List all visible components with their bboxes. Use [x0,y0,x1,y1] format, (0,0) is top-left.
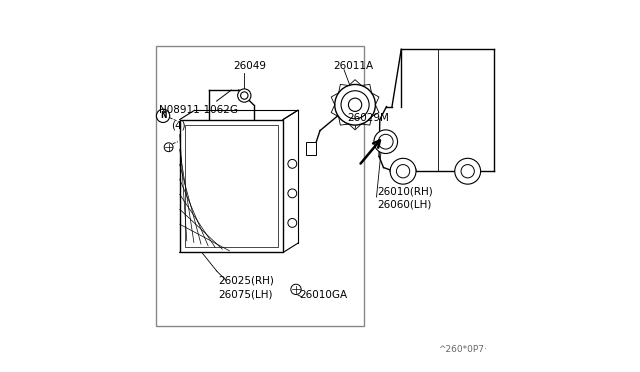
Text: 26029M: 26029M [348,113,390,123]
Circle shape [461,164,474,178]
Circle shape [288,218,297,227]
Circle shape [335,84,376,125]
Text: ^260*0P7·: ^260*0P7· [438,345,487,354]
Circle shape [390,158,416,184]
Circle shape [237,89,251,102]
Text: 26011A: 26011A [333,61,373,71]
Circle shape [164,143,173,152]
Circle shape [156,109,170,122]
Text: 26075(LH): 26075(LH) [218,290,273,300]
Circle shape [378,134,393,149]
Circle shape [455,158,481,184]
Circle shape [396,164,410,178]
Bar [156,46,364,326]
Text: 26025(RH): 26025(RH) [218,275,275,285]
Circle shape [288,160,297,168]
Text: 26010GA: 26010GA [300,290,348,300]
Bar [306,142,316,155]
Circle shape [374,130,397,154]
Text: N08911-1062G: N08911-1062G [159,105,238,115]
Text: N: N [160,111,166,121]
Text: 26049: 26049 [233,61,266,71]
Bar [185,125,278,247]
Circle shape [291,284,301,295]
Text: 26010(RH): 26010(RH) [377,186,433,196]
Circle shape [341,91,369,119]
Text: (4): (4) [172,120,186,130]
Circle shape [348,98,362,112]
Circle shape [241,92,248,99]
Text: 26060(LH): 26060(LH) [377,199,431,209]
Circle shape [288,189,297,198]
FancyBboxPatch shape [180,119,283,253]
